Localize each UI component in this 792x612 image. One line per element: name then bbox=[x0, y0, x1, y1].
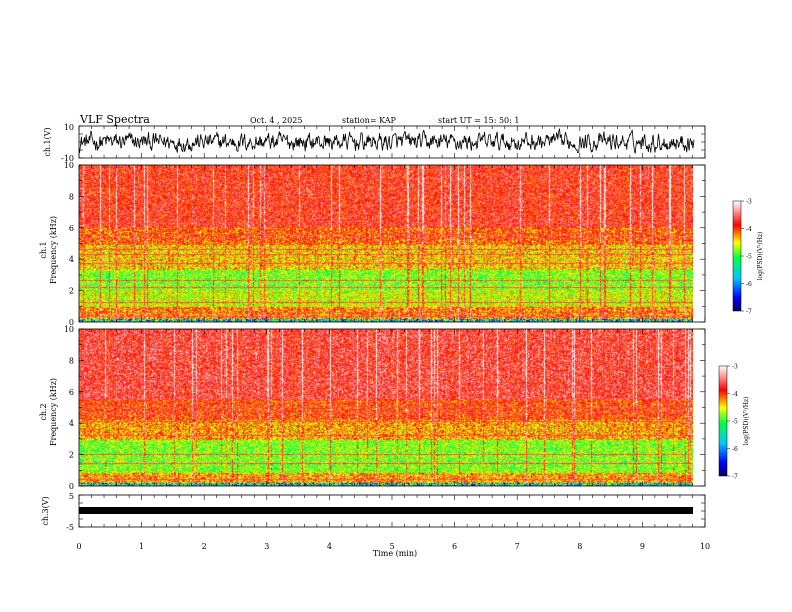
y-tick-label: 2 bbox=[69, 451, 74, 460]
x-tick-label: 9 bbox=[640, 542, 645, 551]
x-tick-label: 4 bbox=[327, 542, 332, 551]
ch1-colorbar: -3 -4 -5 -6 -7 log(PSD)(V²/Hz) bbox=[732, 199, 764, 316]
ch3-ylabel: ch.3(V) bbox=[41, 496, 50, 525]
y-tick-label: 10 bbox=[64, 161, 74, 170]
colorbar-tick-label: -7 bbox=[746, 309, 752, 316]
x-tick-label: 7 bbox=[515, 542, 520, 551]
x-tick-label: 1 bbox=[139, 542, 144, 551]
ch1-waveform-ticks bbox=[78, 125, 706, 159]
ch2-colorbar-gradient bbox=[719, 366, 727, 476]
colorbar-tick-label: -3 bbox=[746, 199, 752, 206]
ch1-colorbar-gradient bbox=[733, 201, 741, 311]
x-axis-label: Time (min) bbox=[373, 549, 417, 558]
x-tick-label: 8 bbox=[577, 542, 582, 551]
ch3-ytick-bottom: -5 bbox=[66, 523, 74, 532]
ch2-spectrogram-ylabel: Frequency (kHz) bbox=[49, 378, 58, 446]
colorbar-tick-label: -6 bbox=[746, 281, 752, 288]
y-tick-label: 0 bbox=[69, 482, 74, 491]
ch3-ticks bbox=[78, 494, 706, 528]
x-tick-label: 3 bbox=[264, 542, 269, 551]
ch1-ylabel: ch.1(V) bbox=[43, 127, 52, 156]
y-tick-label: 10 bbox=[64, 325, 74, 334]
colorbar-tick-label: -3 bbox=[732, 364, 738, 371]
ch1-colorbar-label: log(PSD)(V²/Hz) bbox=[757, 232, 764, 281]
y-tick-label: 2 bbox=[69, 287, 74, 296]
station-label: station= KAP bbox=[342, 116, 397, 125]
colorbar-tick-label: -5 bbox=[746, 254, 752, 261]
x-tick-label: 6 bbox=[452, 542, 457, 551]
ch1-spectrogram-ylabel-channel: ch.1 bbox=[39, 241, 48, 258]
x-tick-label: 2 bbox=[202, 542, 207, 551]
colorbar-tick-label: -6 bbox=[732, 446, 738, 453]
ch1-ytick-bottom: -10 bbox=[61, 154, 74, 163]
ch2-spectrogram-image bbox=[79, 329, 693, 486]
ch2-colorbar-ticks: -3 -4 -5 -6 -7 bbox=[727, 364, 738, 481]
ch3-ytick-top: 5 bbox=[69, 492, 74, 501]
ch1-spectrogram-panel: 0 2 4 6 8 10 ch.1 Frequency (kHz) bbox=[39, 161, 706, 327]
colorbar-tick-label: -7 bbox=[732, 474, 738, 481]
x-tick-label: 0 bbox=[76, 542, 81, 551]
y-tick-label: 6 bbox=[69, 224, 74, 233]
ch1-waveform-line bbox=[78, 128, 695, 154]
ch2-spectrogram-ylabel-channel: ch.2 bbox=[39, 403, 48, 420]
y-tick-label: 4 bbox=[69, 255, 74, 264]
ch3-panel: 5 -5 ch.3(V) bbox=[41, 492, 706, 532]
ch1-waveform-panel: 10 -10 ch.1(V) bbox=[43, 123, 706, 163]
ch2-colorbar-label: log(PSD)(V²/Hz) bbox=[743, 397, 750, 446]
ch1-spectrogram-ylabel: Frequency (kHz) bbox=[49, 216, 58, 284]
ch2-colorbar: -3 -4 -5 -6 -7 log(PSD)(V²/Hz) bbox=[718, 364, 750, 481]
ch1-spectrogram-ticks bbox=[78, 164, 706, 323]
figure-title: VLF Spectra bbox=[79, 113, 150, 126]
colorbar-tick-label: -5 bbox=[732, 419, 738, 426]
ch1-colorbar-ticks: -3 -4 -5 -6 -7 bbox=[741, 199, 752, 316]
ch1-spectrogram-image bbox=[79, 165, 693, 322]
x-tick-label: 10 bbox=[700, 542, 710, 551]
y-tick-label: 8 bbox=[69, 356, 74, 365]
ch3-trace-band bbox=[79, 507, 693, 514]
ch2-spectrogram-panel: 0 2 4 6 8 10 ch.2 Frequency (kHz) bbox=[39, 325, 706, 491]
ch2-spectrogram-ticks bbox=[78, 328, 706, 487]
y-tick-label: 0 bbox=[69, 318, 74, 327]
ch2-spectrogram-ytick-labels: 0 2 4 6 8 10 bbox=[64, 325, 74, 491]
start-time-label: start UT = 15: 50: 1 bbox=[438, 116, 519, 125]
x-axis-tick-labels: 0 1 2 3 4 5 6 7 8 9 10 bbox=[76, 542, 710, 551]
date-label: Oct. 4 , 2025 bbox=[250, 116, 302, 125]
colorbar-tick-label: -4 bbox=[732, 391, 738, 398]
y-tick-label: 4 bbox=[69, 419, 74, 428]
ch1-spectrogram-ytick-labels: 0 2 4 6 8 10 bbox=[64, 161, 74, 327]
ch1-ytick-top: 10 bbox=[64, 123, 74, 132]
y-tick-label: 8 bbox=[69, 192, 74, 201]
x-tick-label: 5 bbox=[389, 542, 394, 551]
y-tick-label: 6 bbox=[69, 388, 74, 397]
colorbar-tick-label: -4 bbox=[746, 226, 752, 233]
